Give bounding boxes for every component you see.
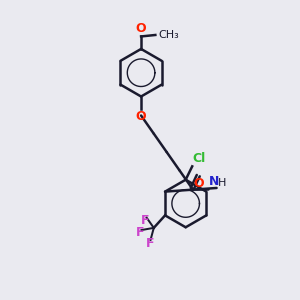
Text: N: N xyxy=(209,175,219,188)
Text: CH₃: CH₃ xyxy=(158,30,179,40)
Text: Cl: Cl xyxy=(193,152,206,165)
Text: F: F xyxy=(141,214,150,226)
Text: O: O xyxy=(193,177,204,190)
Text: O: O xyxy=(136,110,146,124)
Text: O: O xyxy=(136,22,146,35)
Text: F: F xyxy=(146,237,155,250)
Text: H: H xyxy=(218,178,226,188)
Text: F: F xyxy=(136,226,145,239)
